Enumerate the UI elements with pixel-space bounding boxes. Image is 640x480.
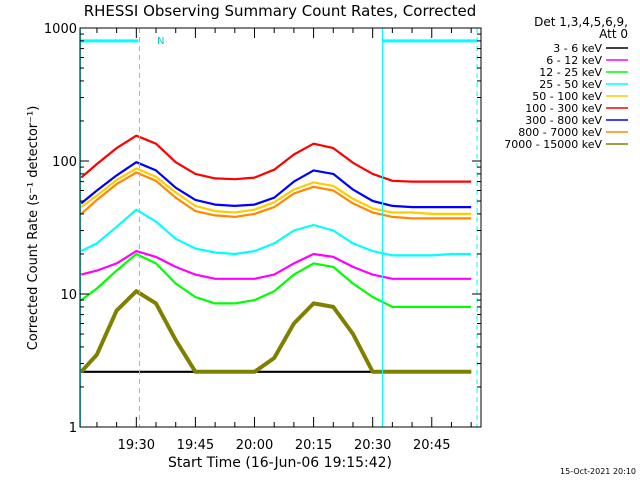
legend-label-9: 7000 - 15000 keV xyxy=(504,138,602,151)
chart-title: RHESSI Observing Summary Count Rates, Co… xyxy=(84,2,477,20)
y-tick-label: 1 xyxy=(69,421,77,436)
legend-label-2: 6 - 12 keV xyxy=(546,54,602,67)
series-line-7 xyxy=(80,161,472,209)
series-layer xyxy=(79,134,472,374)
x-tick-label: 19:45 xyxy=(177,438,214,453)
series-line-9 xyxy=(79,289,472,374)
x-tick-label: 20:45 xyxy=(413,438,450,453)
series-line-5 xyxy=(80,167,472,215)
legend-label-4: 25 - 50 keV xyxy=(539,78,602,91)
x-tick-label: 20:00 xyxy=(236,438,273,453)
timestamp: 15-Oct-2021 20:10 xyxy=(560,467,636,476)
y-axis-label: Corrected Count Rate (s⁻¹ detector⁻¹) xyxy=(26,106,41,351)
y-tick-label: 1000 xyxy=(44,22,77,37)
orbit-marker-layer xyxy=(79,28,478,427)
legend-label-3: 12 - 25 keV xyxy=(539,66,602,79)
x-axis-label: Start Time (16-Jun-06 19:15:42) xyxy=(168,455,392,471)
legend-label-6: 100 - 300 keV xyxy=(525,102,602,115)
attenuator-info: Att 0 xyxy=(599,27,628,41)
night-marker-label: N xyxy=(157,36,164,47)
series-line-2 xyxy=(80,250,472,280)
y-tick-label: 10 xyxy=(60,288,77,303)
x-tick-label: 19:30 xyxy=(118,438,155,453)
x-axis: 19:30 19:45 20:00 20:15 20:30 20:45 xyxy=(96,28,472,453)
legend-label-7: 300 - 800 keV xyxy=(525,114,602,127)
detector-info: Det 1,3,4,5,6,9, xyxy=(534,15,628,29)
series-line-6 xyxy=(80,134,472,183)
x-tick-label: 20:15 xyxy=(295,438,332,453)
plot-frame xyxy=(79,27,482,428)
legend-label-8: 800 - 7000 keV xyxy=(518,126,602,139)
series-line-3 xyxy=(80,252,472,308)
y-tick-label: 100 xyxy=(52,155,77,170)
series-line-8 xyxy=(80,171,472,220)
y-axis: 1 10 100 1000 xyxy=(44,22,481,436)
series-line-4 xyxy=(80,208,472,257)
legend-label-1: 3 - 6 keV xyxy=(553,42,602,55)
x-tick-label: 20:30 xyxy=(354,438,391,453)
legend-label-5: 50 - 100 keV xyxy=(532,90,602,103)
